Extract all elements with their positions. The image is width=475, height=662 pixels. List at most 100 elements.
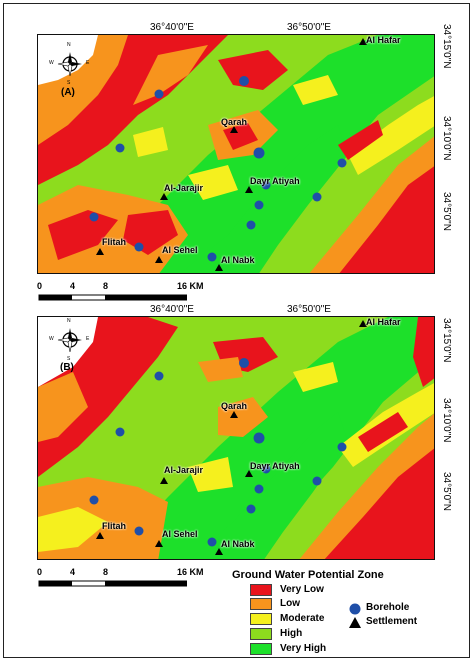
legend-swatch bbox=[250, 584, 272, 596]
settlement bbox=[359, 320, 367, 327]
settlement-label: Al-Jarajir bbox=[164, 183, 204, 193]
settlement-label: Al Hafar bbox=[366, 35, 401, 45]
north-arrow-icon bbox=[57, 328, 82, 353]
lat-label-2: 34°10'0"N bbox=[441, 116, 452, 161]
borehole-markers bbox=[89, 76, 347, 262]
south-letter: S bbox=[67, 80, 71, 86]
settlement-label: Al Hafar bbox=[366, 317, 401, 327]
settlement bbox=[155, 540, 163, 547]
west-letter: W bbox=[49, 336, 54, 342]
scale-tick-label: 0 bbox=[37, 567, 43, 577]
settlement-label: Qarah bbox=[221, 401, 248, 411]
scale-tick-label: 8 bbox=[103, 281, 109, 291]
legend-label: Settlement bbox=[366, 616, 418, 627]
panel-label-a: (A) bbox=[61, 87, 75, 98]
legend-label: Very Low bbox=[280, 584, 324, 595]
settlement bbox=[245, 186, 253, 193]
borehole bbox=[312, 476, 322, 486]
borehole bbox=[312, 192, 322, 202]
settlement bbox=[155, 256, 163, 263]
east-letter: E bbox=[86, 60, 90, 66]
settlement-icon bbox=[349, 617, 361, 628]
borehole bbox=[261, 180, 271, 190]
borehole bbox=[261, 464, 271, 474]
legend-label: High bbox=[280, 628, 303, 639]
lon-label-2: 36°50'0"E bbox=[287, 304, 331, 315]
north-arrow-icon bbox=[57, 52, 82, 77]
scale-tick-label: 16 KM bbox=[177, 567, 204, 577]
borehole bbox=[337, 442, 347, 452]
lat-label-1: 34°15'0"N bbox=[441, 318, 452, 363]
borehole bbox=[253, 147, 265, 159]
map-raster-a bbox=[37, 34, 435, 274]
settlement-markers bbox=[96, 320, 367, 555]
borehole-icon bbox=[349, 603, 361, 615]
scale-tick-label: 4 bbox=[70, 567, 76, 577]
legend-swatch bbox=[250, 628, 272, 640]
lat-label-3: 34°5'0"N bbox=[441, 472, 452, 511]
settlement bbox=[160, 477, 168, 484]
settlement-label: Dayr Atiyah bbox=[250, 176, 300, 186]
scale-tick-label: 4 bbox=[70, 281, 76, 291]
south-letter: S bbox=[67, 356, 71, 362]
settlement bbox=[215, 264, 223, 271]
settlement-label: Al Nabk bbox=[221, 539, 255, 549]
borehole bbox=[134, 526, 144, 536]
scale-tick-label: 8 bbox=[103, 567, 109, 577]
legend-label: Borehole bbox=[366, 602, 410, 613]
settlement bbox=[96, 248, 104, 255]
settlement-label: Al-Jarajir bbox=[164, 465, 204, 475]
lat-label-3: 34°5'0"N bbox=[441, 192, 452, 231]
borehole bbox=[134, 242, 144, 252]
scale-bar-a: 0 4 8 16 KM bbox=[37, 281, 237, 311]
borehole bbox=[254, 484, 264, 494]
figure-frame bbox=[3, 3, 470, 658]
lon-label-1: 36°40'0"E bbox=[150, 304, 194, 315]
borehole-markers bbox=[89, 358, 347, 547]
settlement-label: Al Sehel bbox=[162, 529, 198, 539]
settlement bbox=[160, 193, 168, 200]
borehole bbox=[254, 200, 264, 210]
panel-label-b: (B) bbox=[60, 362, 74, 373]
borehole bbox=[239, 358, 249, 368]
borehole bbox=[115, 427, 125, 437]
settlement-label: Dayr Atiyah bbox=[250, 461, 300, 471]
borehole bbox=[89, 495, 99, 505]
settlement-label: Qarah bbox=[221, 117, 248, 127]
settlement-label: Flitah bbox=[102, 521, 126, 531]
legend-swatch bbox=[250, 643, 272, 655]
borehole bbox=[207, 537, 217, 547]
borehole bbox=[246, 220, 256, 230]
borehole bbox=[337, 158, 347, 168]
settlement-label: Al Sehel bbox=[162, 245, 198, 255]
west-letter: W bbox=[49, 60, 54, 66]
lon-label-2: 36°50'0"E bbox=[287, 22, 331, 33]
borehole bbox=[239, 76, 249, 86]
borehole bbox=[207, 252, 217, 262]
settlement bbox=[359, 38, 367, 45]
north-letter: N bbox=[67, 318, 71, 324]
legend-title: Ground Water Potential Zone bbox=[232, 569, 384, 581]
settlement bbox=[215, 548, 223, 555]
lon-label-1: 36°40'0"E bbox=[150, 22, 194, 33]
scale-tick-label: 0 bbox=[37, 281, 43, 291]
east-letter: E bbox=[86, 336, 90, 342]
settlement bbox=[245, 470, 253, 477]
legend-swatch bbox=[250, 613, 272, 625]
map-raster-b bbox=[37, 316, 435, 560]
borehole bbox=[154, 89, 164, 99]
settlement bbox=[230, 411, 238, 418]
lat-label-2: 34°10'0"N bbox=[441, 398, 452, 443]
settlement-label: Al Nabk bbox=[221, 255, 255, 265]
legend-swatch bbox=[250, 598, 272, 610]
borehole bbox=[115, 143, 125, 153]
settlement bbox=[230, 126, 238, 133]
legend-label: Moderate bbox=[280, 613, 325, 624]
borehole bbox=[89, 212, 99, 222]
settlement-label: Flitah bbox=[102, 237, 126, 247]
settlement-markers bbox=[96, 38, 367, 271]
legend-label: Very High bbox=[280, 643, 327, 654]
settlement bbox=[96, 532, 104, 539]
scale-bar-b: 0 4 8 16 KM bbox=[37, 567, 237, 597]
borehole bbox=[253, 432, 265, 444]
